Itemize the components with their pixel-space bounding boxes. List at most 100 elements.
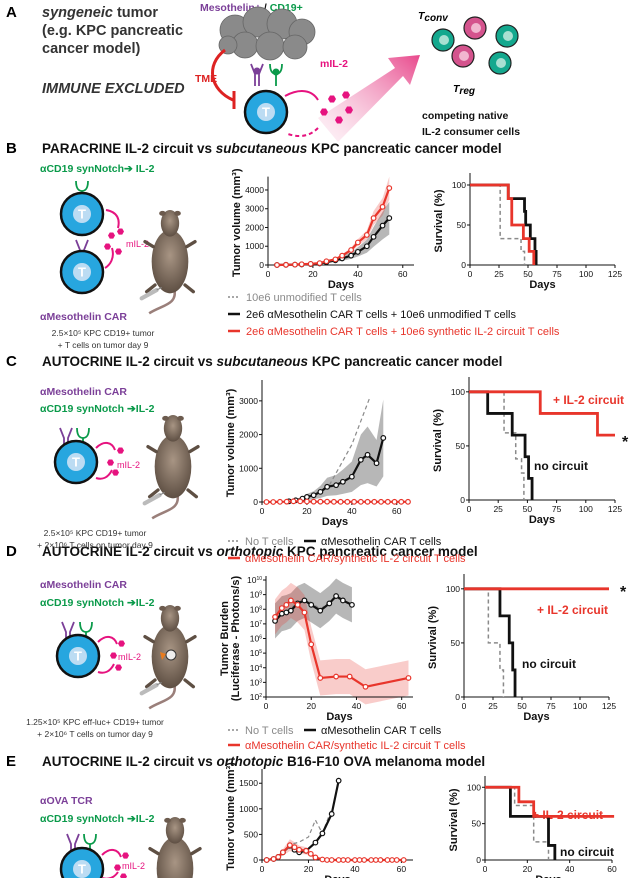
data-point <box>349 601 355 608</box>
x-tick-label: 0 <box>260 506 265 516</box>
tme-label: TME <box>195 73 217 85</box>
series-line <box>469 390 534 500</box>
x-tick-label: 25 <box>488 701 498 711</box>
y-tick-label: 108 <box>250 604 262 614</box>
data-point <box>405 675 412 681</box>
y-tick-label: 3000 <box>245 204 264 214</box>
tumor-desc-italic: syngeneic <box>42 5 113 21</box>
data-point <box>339 252 346 259</box>
x-tick-label: 100 <box>579 504 593 514</box>
series-line <box>464 587 517 697</box>
title-italic: orthotopic <box>217 754 284 769</box>
data-point <box>287 597 294 604</box>
data-point <box>280 849 286 856</box>
data-point <box>312 839 319 846</box>
data-point <box>308 641 315 648</box>
cd19-antigen-icon <box>272 68 280 76</box>
data-point <box>277 498 283 505</box>
series-line <box>464 588 505 697</box>
x-tick-label: 40 <box>350 864 360 874</box>
title-pre: PARACRINE IL-2 circuit vs <box>42 141 216 156</box>
data-point <box>370 233 377 240</box>
x-tick-label: 20 <box>308 269 318 279</box>
data-point <box>310 492 317 499</box>
x-tick-label: 20 <box>304 864 314 874</box>
y-tick-label: 1000 <box>239 804 258 814</box>
data-point <box>357 456 364 463</box>
chart-c-survival: 0 50 100 0 25 50 75 100 125 Days Survival (%) <box>432 377 622 526</box>
y-tick-label: 100 <box>446 584 460 594</box>
secretion-arrow-icon <box>284 90 319 101</box>
data-point <box>335 777 342 784</box>
panel-b-title: PARACRINE IL-2 circuit vs subcutaneous K… <box>42 141 502 156</box>
data-point <box>283 601 290 608</box>
antigen-sep: / <box>261 2 270 14</box>
x-tick-label: 0 <box>483 864 488 874</box>
y-tick-label: 102 <box>250 692 262 702</box>
x-tick-label: 50 <box>523 269 533 279</box>
annotation-il2-circuit: + IL-2 circuit <box>553 393 624 407</box>
x-tick-label: 125 <box>602 701 616 711</box>
autocrine-arrow-icon <box>287 127 319 137</box>
y-tick-label: 50 <box>451 638 461 648</box>
panel-d-title: AUTOCRINE IL-2 circuit vs orthotopic KPC… <box>42 544 478 559</box>
x-tick-label: 40 <box>353 269 363 279</box>
x-tick-label: 125 <box>608 504 622 514</box>
x-tick-label: 60 <box>397 701 407 711</box>
title-italic: subcutaneous <box>216 141 308 156</box>
data-point <box>301 597 308 604</box>
t-cell-icon <box>243 89 289 135</box>
data-point <box>340 857 347 863</box>
y-tick-label: 0 <box>461 260 466 270</box>
data-point <box>363 243 370 250</box>
y-tick-label: 0 <box>455 692 460 702</box>
series-line <box>485 785 615 818</box>
data-point <box>351 498 357 505</box>
x-tick-label: 100 <box>579 269 593 279</box>
mil2-label: mIL-2 <box>320 58 348 70</box>
data-point <box>292 261 298 268</box>
car-label: αMesothelin CAR <box>40 579 127 591</box>
panel-c-legend: No T cells αMesothelin CAR T cells αMeso… <box>228 393 629 565</box>
data-point <box>362 683 369 690</box>
panel-b-diagram: αCD19 synNotch➔ IL-2 mIL-2 αMesothelin C… <box>40 163 195 350</box>
data-point <box>278 605 285 611</box>
data-point <box>307 260 314 267</box>
x-axis-label: Days <box>529 514 555 526</box>
x-tick-label: 50 <box>517 701 527 711</box>
y-axis-label: Tumor volume (mm³) <box>225 388 237 497</box>
treg-sub: reg <box>459 86 475 97</box>
x-tick-label: 100 <box>573 701 587 711</box>
y-tick-label: 107 <box>250 619 262 629</box>
series-line <box>469 390 615 437</box>
legend-item: 2e6 αMesothelin CAR T cells + 10e6 unmod… <box>246 309 516 321</box>
y-tick-label: 100 <box>451 387 465 397</box>
data-point <box>348 247 355 253</box>
panel-d-legend: No T cells αMesothelin CAR T cells αMeso… <box>228 584 627 752</box>
data-point <box>391 498 398 505</box>
x-tick-label: 60 <box>392 506 402 516</box>
chart-d-tumor: 102 103 104 105 106 107 108 109 1010 0 20 40 60 Days T… <box>219 575 413 723</box>
data-point <box>379 222 386 229</box>
data-point <box>339 478 346 485</box>
x-tick-label: 25 <box>493 504 503 514</box>
x-tick-label: 75 <box>546 701 556 711</box>
annotation-no-circuit: no circuit <box>560 845 614 859</box>
title-post: KPC pancreatic cancer model <box>283 544 477 559</box>
data-point <box>298 261 305 268</box>
x-axis-label: Days <box>328 279 354 291</box>
autocrine-arrow-icon <box>101 849 122 878</box>
y-tick-label: 1500 <box>239 778 258 788</box>
data-point <box>377 857 384 863</box>
y-tick-label: 0 <box>253 855 258 865</box>
panel-e-title: AUTOCRINE IL-2 circuit vs orthotopic B16… <box>42 754 485 769</box>
data-point <box>380 435 387 441</box>
data-point <box>310 498 317 505</box>
data-point <box>312 854 319 861</box>
data-point <box>352 857 358 863</box>
data-point <box>290 498 297 505</box>
data-point <box>361 857 368 863</box>
synnotch-label: αCD19 synNotch ➔IL-2 <box>40 403 155 415</box>
data-point <box>335 857 342 863</box>
